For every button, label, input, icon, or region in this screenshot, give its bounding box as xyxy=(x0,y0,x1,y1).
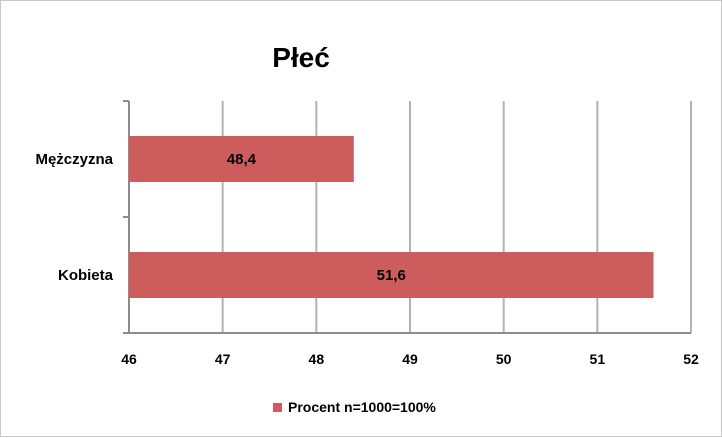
labels: 46 47 48 49 50 51 52 48,4 Mężczyzna 51,6 Kobieta xyxy=(35,151,699,367)
legend: Procent n=1000=100% xyxy=(273,399,436,415)
bar-2 xyxy=(129,252,654,298)
x-tick-label-46: 46 xyxy=(121,351,137,367)
x-tick-label-52: 52 xyxy=(683,351,699,367)
data-label-2: 51,6 xyxy=(377,267,406,284)
bar-1 xyxy=(129,136,354,182)
chart-title: Płeć xyxy=(272,42,330,73)
x-tick-label-47: 47 xyxy=(215,351,231,367)
bars xyxy=(129,136,654,298)
category-label-2: Kobieta xyxy=(58,267,114,284)
axes xyxy=(123,100,691,334)
x-tick-label-48: 48 xyxy=(309,351,325,367)
x-tick-label-50: 50 xyxy=(496,351,512,367)
x-tick-label-49: 49 xyxy=(402,351,418,367)
data-label-1: 48,4 xyxy=(227,151,257,168)
x-tick-label-51: 51 xyxy=(590,351,606,367)
category-label-1: Mężczyzna xyxy=(35,151,113,168)
legend-swatch xyxy=(273,403,282,412)
grid-lines xyxy=(221,101,692,333)
legend-label: Procent n=1000=100% xyxy=(288,399,436,415)
